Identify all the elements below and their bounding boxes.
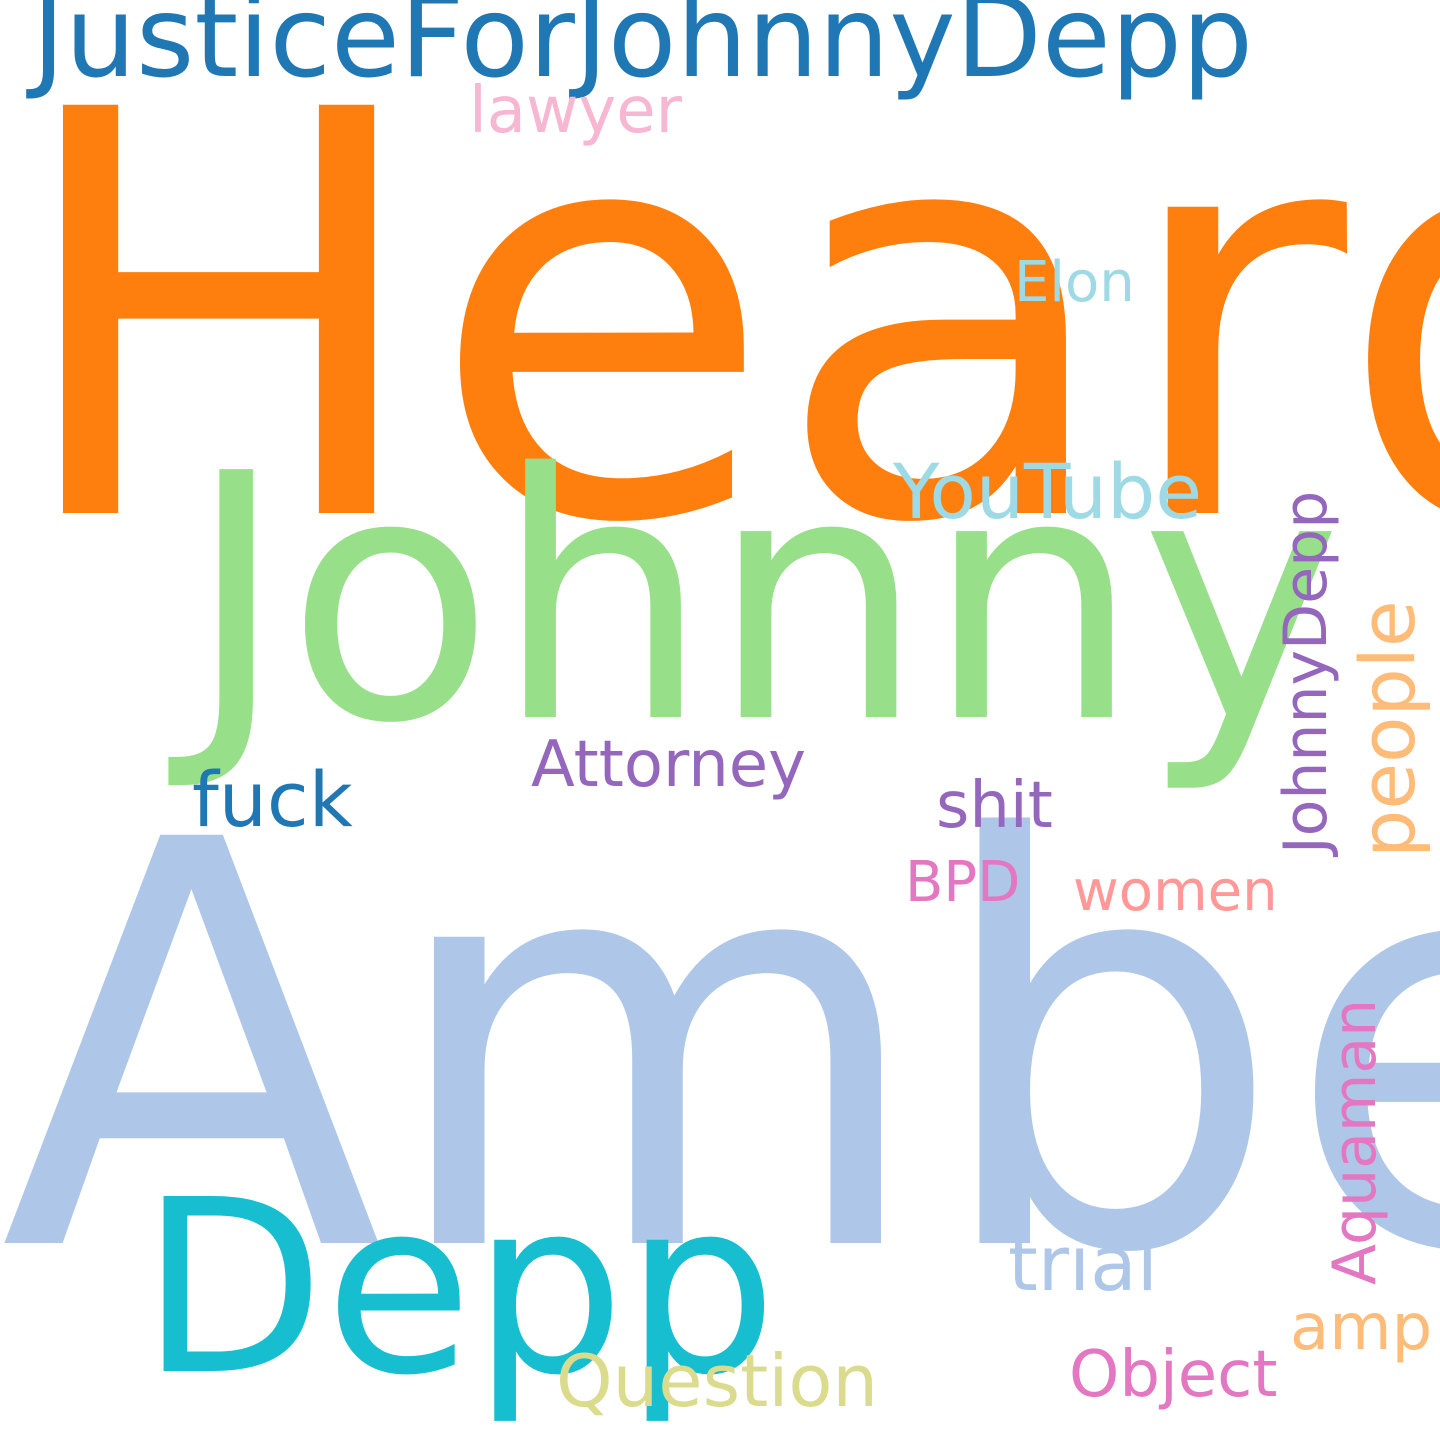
word-johnny: Johnny	[186, 402, 1342, 798]
word-elon: Elon	[1014, 250, 1135, 315]
word-lawyer: lawyer	[469, 74, 682, 148]
word-justice-for-johnny-depp: JusticeForJohnnyDepp	[32, 0, 1254, 103]
word-heard: Heard	[8, 0, 1440, 646]
word-shit: shit	[936, 769, 1053, 843]
word-trial: trial	[1008, 1219, 1158, 1308]
word-depp: Depp	[140, 1148, 778, 1428]
word-aquaman: Aquaman	[1320, 998, 1390, 1285]
word-amber: Amber	[0, 724, 1440, 1376]
word-youtube: YouTube	[893, 447, 1203, 536]
word-amp: amp	[1290, 1291, 1433, 1365]
word-question: Question	[556, 1339, 879, 1423]
word-people: people	[1343, 600, 1432, 858]
word-bpd: BPD	[905, 850, 1021, 915]
word-attorney: Attorney	[531, 728, 806, 802]
word-johnnydepp: JohnnyDepp	[1271, 490, 1341, 854]
word-fuck: fuck	[192, 755, 353, 844]
word-object: Object	[1069, 1338, 1278, 1412]
word-women: women	[1073, 859, 1278, 924]
